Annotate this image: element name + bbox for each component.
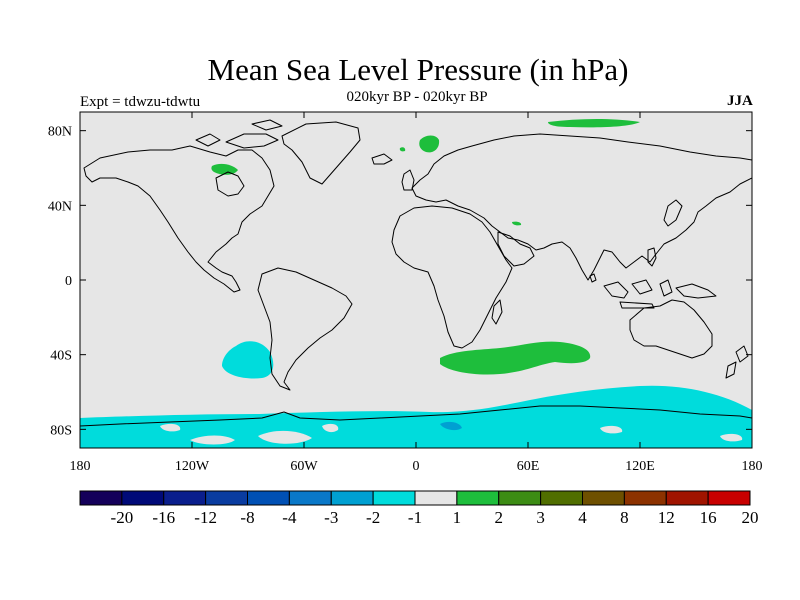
colorbar-swatch (205, 490, 248, 506)
colorbar-swatch (372, 490, 416, 506)
anomaly-region (440, 421, 462, 431)
colorbar-swatch (582, 490, 625, 506)
neutral-patch (720, 433, 743, 442)
lon-tick-label: 120W (175, 459, 210, 474)
colorbar-swatch (121, 490, 165, 506)
coastline-japan (663, 199, 683, 227)
colorbar-swatch (456, 490, 500, 506)
colorbar-swatch (540, 490, 583, 506)
season-label: JJA (727, 93, 753, 109)
coastline-australia (629, 299, 713, 359)
colorbar-label: 3 (536, 508, 545, 527)
coastline-arabia (497, 231, 535, 267)
colorbar-swatch (163, 490, 207, 506)
colorbar-swatch (79, 490, 123, 506)
colorbar-label: -20 (111, 508, 134, 527)
colorbar-label: -8 (240, 508, 254, 527)
coastline-sri-lanka (589, 273, 597, 283)
lat-tick-label: 40N (48, 199, 72, 214)
coastline-new-zealand (725, 345, 749, 379)
page-title: Mean Sea Level Pressure (in hPa) (207, 52, 629, 87)
lon-tick-label: 60W (290, 459, 318, 474)
colorbar-swatch (414, 490, 458, 506)
colorbar-label: -1 (408, 508, 422, 527)
colorbar-label: 4 (578, 508, 587, 527)
colorbar-swatch (288, 490, 332, 506)
colorbar-label: 20 (742, 508, 759, 527)
colorbar-swatch (498, 490, 542, 506)
lat-tick-label: 80S (50, 423, 72, 438)
coastline-britain (401, 169, 415, 191)
coastline-africa (391, 205, 513, 349)
neutral-patch (190, 435, 235, 445)
colorbar: -20 -16 -12 -8 -4 -3 -2 -1 1 2 3 4 8 12 16 20 (79, 490, 759, 527)
lon-tick-label: 180 (742, 459, 763, 474)
anomaly-region-south-pacific (222, 341, 274, 379)
anomaly-region-south-indian (440, 341, 591, 375)
coastline-philippines (647, 247, 657, 267)
anomaly-region-hudson-bay (211, 163, 238, 175)
coastlines (80, 119, 752, 427)
colorbar-swatch (665, 490, 709, 506)
coastline-antarctica (80, 405, 752, 427)
anomaly-region-scandinavia (419, 135, 440, 153)
colorbar-label: 1 (453, 508, 462, 527)
anomaly-region-arctic (548, 119, 640, 128)
lon-tick-label: 120E (625, 459, 655, 474)
colorbar-label: -16 (152, 508, 175, 527)
latitude-axis: 80N 40N 0 40S 80S (48, 125, 752, 438)
colorbar-label: -4 (282, 508, 297, 527)
colorbar-label: 16 (700, 508, 717, 527)
neutral-patch (160, 423, 181, 432)
lon-tick-label: 60E (517, 459, 540, 474)
colorbar-label: -12 (194, 508, 217, 527)
coastline-iceland (371, 153, 393, 165)
coastline-indonesia (603, 279, 673, 309)
lon-tick-label: 0 (413, 459, 420, 474)
colorbar-label: 2 (495, 508, 504, 527)
coastline-south-america (257, 267, 353, 391)
coastline-north-america (83, 145, 275, 293)
lat-tick-label: 40S (50, 349, 72, 364)
colorbar-swatch (623, 490, 667, 506)
coastline-arctic-islands (195, 119, 283, 149)
anomaly-spot (399, 147, 406, 152)
colorbar-label: 12 (658, 508, 675, 527)
lon-tick-label: 180 (70, 459, 91, 474)
anomaly-spot (512, 221, 522, 226)
anomaly-fills (80, 119, 752, 448)
neutral-patch (600, 425, 623, 434)
longitude-axis: 180 120W 60W 0 60E 120E 180 (70, 112, 763, 474)
colorbar-swatch (707, 490, 751, 506)
coastline-hudson-bay (215, 171, 245, 197)
colorbar-swatch (247, 490, 290, 506)
neutral-patch (322, 423, 339, 433)
anomaly-region-southern-ocean (80, 385, 752, 448)
colorbar-label: -3 (324, 508, 338, 527)
experiment-label: Expt = tdwzu-tdwtu (80, 94, 201, 110)
coastline-new-guinea (675, 283, 717, 299)
lat-tick-label: 0 (65, 274, 72, 289)
lat-tick-label: 80N (48, 125, 72, 140)
subtitle: 020kyr BP - 020kyr BP (346, 89, 488, 105)
neutral-patch (258, 430, 312, 444)
coastline-madagascar (491, 299, 503, 325)
colorbar-swatch (330, 490, 374, 506)
coastline-greenland (281, 121, 361, 185)
colorbar-label: -2 (366, 508, 380, 527)
colorbar-label: 8 (620, 508, 629, 527)
